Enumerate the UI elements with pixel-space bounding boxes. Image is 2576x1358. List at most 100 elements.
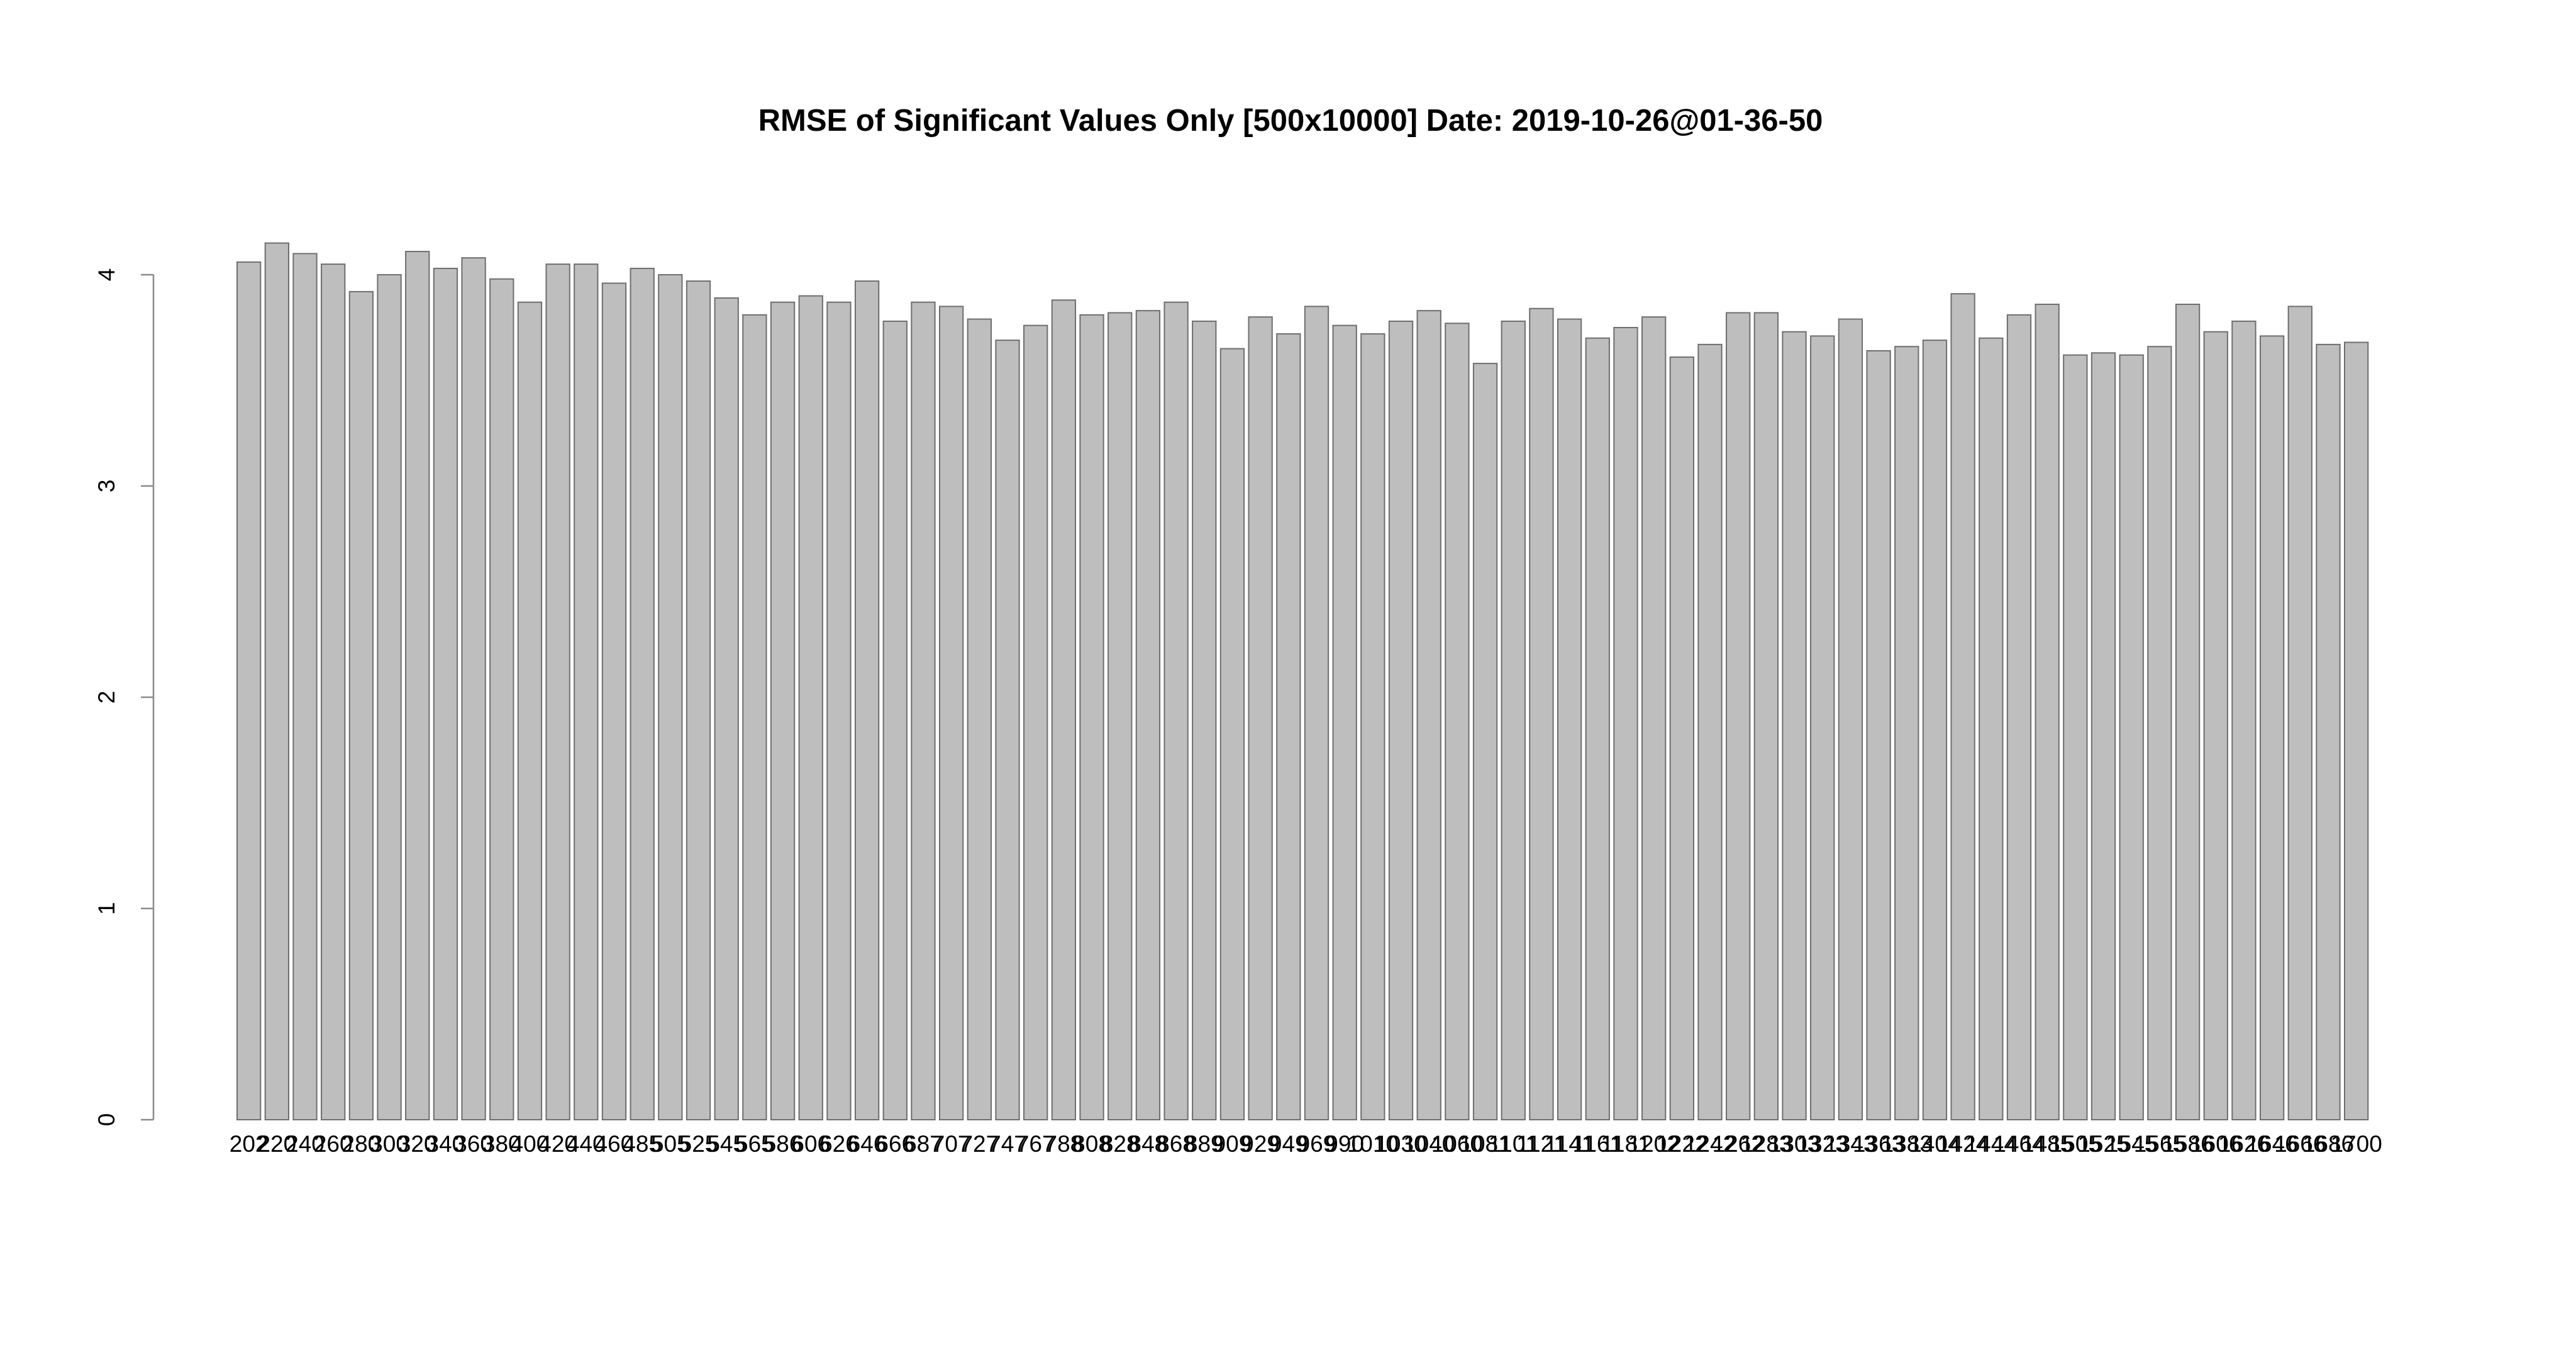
x-tick-label: 808 bbox=[1072, 1131, 1111, 1157]
bar-929 bbox=[1248, 316, 1273, 1121]
bar-1434 bbox=[1950, 293, 1975, 1120]
bar-1515 bbox=[2063, 354, 2088, 1120]
x-tick-label: 767 bbox=[1016, 1131, 1055, 1157]
x-tick-label: 1040 bbox=[1403, 1131, 1455, 1157]
x-tick-label: 1586 bbox=[2162, 1131, 2213, 1157]
x-tick-label: 1505 bbox=[2050, 1131, 2101, 1157]
x-tick-label: 565 bbox=[735, 1131, 774, 1157]
bar-808 bbox=[1079, 314, 1104, 1121]
x-tick-label: 300 bbox=[370, 1131, 409, 1157]
bar-949 bbox=[1276, 333, 1301, 1121]
bar-1535 bbox=[2090, 352, 2116, 1121]
bar-1333 bbox=[1810, 335, 1835, 1121]
bar-222 bbox=[264, 242, 289, 1121]
bar-1232 bbox=[1669, 356, 1694, 1120]
x-tick-label: 1525 bbox=[2077, 1131, 2129, 1157]
bar-444 bbox=[574, 263, 599, 1121]
x-tick-label: 1141 bbox=[1545, 1131, 1595, 1157]
x-tick-label: 1222 bbox=[1656, 1131, 1707, 1157]
x-tick-label: 1626 bbox=[2218, 1131, 2270, 1157]
x-tick-label: 889 bbox=[1185, 1131, 1224, 1157]
x-tick-label: 440 bbox=[567, 1131, 606, 1157]
x-tick-label: 788 bbox=[1045, 1131, 1084, 1157]
bar-666 bbox=[882, 320, 908, 1120]
x-tick-label: 646 bbox=[848, 1131, 887, 1157]
x-tick-label: 1686 bbox=[2302, 1131, 2354, 1157]
x-tick-label: 260 bbox=[314, 1131, 353, 1157]
chart-title: RMSE of Significant Values Only [500x100… bbox=[758, 104, 1823, 138]
x-tick-label: 707 bbox=[932, 1131, 971, 1157]
x-tick-label: 626 bbox=[819, 1131, 858, 1157]
bar-969 bbox=[1304, 306, 1330, 1120]
x-tick-label: 848 bbox=[1129, 1131, 1168, 1157]
bar-1151 bbox=[1557, 318, 1582, 1120]
bar-1373 bbox=[1866, 350, 1891, 1121]
bar-363 bbox=[461, 257, 486, 1120]
y-axis: 0 1 2 3 4 bbox=[94, 268, 155, 1126]
x-tick-label: 545 bbox=[707, 1131, 746, 1157]
bar-1131 bbox=[1529, 307, 1554, 1120]
x-tick-label: 320 bbox=[398, 1131, 437, 1157]
x-tick-label: 1666 bbox=[2274, 1131, 2326, 1157]
x-tick-label: 1444 bbox=[1965, 1131, 2017, 1157]
x-tick-label: 1343 bbox=[1824, 1131, 1876, 1157]
x-tick-label: 1485 bbox=[2021, 1131, 2073, 1157]
x-tick-label: 202 bbox=[230, 1131, 269, 1157]
bar-1293 bbox=[1753, 312, 1779, 1121]
x-tick-label: 868 bbox=[1157, 1131, 1196, 1157]
x-tick-label: 485 bbox=[623, 1131, 662, 1157]
bar-1353 bbox=[1838, 318, 1863, 1120]
x-tick-label: 340 bbox=[426, 1131, 465, 1157]
x-tick-label: 949 bbox=[1269, 1131, 1308, 1157]
bar-464 bbox=[601, 282, 627, 1121]
bar-1091 bbox=[1472, 363, 1498, 1120]
bar-1313 bbox=[1782, 331, 1807, 1120]
bar-1454 bbox=[1979, 337, 2004, 1120]
x-tick-label: 460 bbox=[595, 1131, 634, 1157]
x-tick-label: 1404 bbox=[1909, 1131, 1960, 1157]
bar-505 bbox=[658, 274, 683, 1120]
bar-1656 bbox=[2259, 335, 2285, 1121]
bar-404 bbox=[517, 301, 543, 1120]
x-tick-label: 525 bbox=[679, 1131, 718, 1157]
bar-626 bbox=[826, 301, 852, 1120]
bar-1414 bbox=[1922, 340, 1948, 1120]
x-tick-label: 220 bbox=[257, 1131, 296, 1157]
bar-565 bbox=[742, 314, 767, 1121]
bar-1676 bbox=[2287, 306, 2312, 1120]
bar-1010 bbox=[1360, 333, 1385, 1121]
x-tick-label: 1101 bbox=[1488, 1131, 1538, 1157]
x-tick-label: 380 bbox=[482, 1131, 521, 1157]
x-tick-label: 1700 bbox=[2330, 1131, 2382, 1157]
bar-1111 bbox=[1501, 320, 1526, 1120]
bar-1050 bbox=[1416, 310, 1441, 1120]
x-tick-label: 929 bbox=[1241, 1131, 1280, 1157]
bar-485 bbox=[630, 267, 655, 1120]
bar-1192 bbox=[1613, 327, 1638, 1120]
bar-262 bbox=[321, 263, 346, 1121]
x-tick-label: 1424 bbox=[1937, 1131, 1989, 1157]
x-tick-label: 727 bbox=[960, 1131, 999, 1157]
x-tick-label: 586 bbox=[763, 1131, 802, 1157]
x-tick-label: 505 bbox=[651, 1131, 690, 1157]
x-tick-label: 969 bbox=[1297, 1131, 1336, 1157]
x-tick-label: 666 bbox=[875, 1131, 914, 1157]
bar-1495 bbox=[2035, 304, 2060, 1120]
x-tick-label: 280 bbox=[342, 1131, 381, 1157]
x-tick-label: 1181 bbox=[1601, 1131, 1651, 1157]
bar-586 bbox=[770, 301, 796, 1120]
bar-1596 bbox=[2175, 304, 2201, 1120]
x-tick-label: 420 bbox=[538, 1131, 577, 1157]
x-tick-label: 606 bbox=[791, 1131, 830, 1157]
bar-1555 bbox=[2119, 354, 2144, 1120]
x-tick-label: 1010 bbox=[1347, 1131, 1399, 1157]
x-tick-label: 1161 bbox=[1573, 1131, 1623, 1157]
bar-1697 bbox=[2316, 343, 2341, 1120]
bar-343 bbox=[433, 267, 458, 1120]
bar-525 bbox=[686, 280, 711, 1121]
bar-282 bbox=[348, 290, 374, 1120]
bar-909 bbox=[1219, 348, 1245, 1120]
x-tick-label: 1606 bbox=[2190, 1131, 2241, 1157]
bar-1272 bbox=[1726, 312, 1751, 1121]
